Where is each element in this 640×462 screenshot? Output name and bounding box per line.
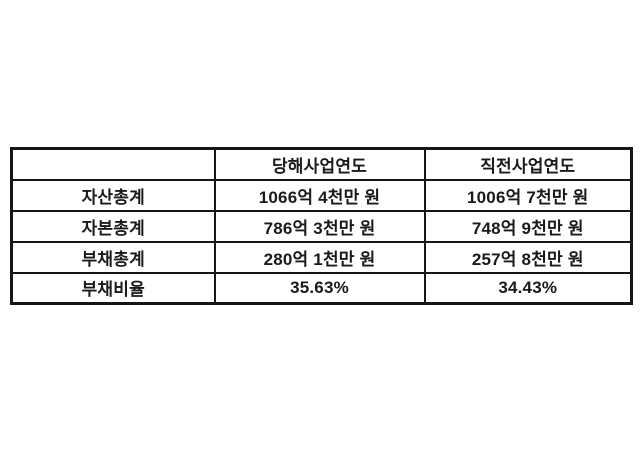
row-label: 자산총계 [10,178,216,212]
row-label: 자본총계 [10,209,216,243]
row-label: 부채비율 [10,271,216,305]
financial-summary-table: 당해사업연도 직전사업연도 자산총계 1066억 4천만 원 1006억 7천만… [10,147,633,305]
previous-year-value: 34.43% [423,271,633,305]
header-cell-empty [10,147,216,181]
header-cell-previous-year: 직전사업연도 [423,147,633,181]
table-row-total-liabilities: 부채총계 280억 1천만 원 257억 8천만 원 [10,240,633,274]
current-year-value: 786억 3천만 원 [213,209,426,243]
previous-year-value: 1006억 7천만 원 [423,178,633,212]
previous-year-value: 257억 8천만 원 [423,240,633,274]
current-year-value: 35.63% [213,271,426,305]
row-label: 부채총계 [10,240,216,274]
current-year-value: 1066억 4천만 원 [213,178,426,212]
table-header-row: 당해사업연도 직전사업연도 [10,147,633,181]
header-cell-current-year: 당해사업연도 [213,147,426,181]
table-row-total-assets: 자산총계 1066억 4천만 원 1006억 7천만 원 [10,178,633,212]
current-year-value: 280억 1천만 원 [213,240,426,274]
previous-year-value: 748억 9천만 원 [423,209,633,243]
table-row-debt-ratio: 부채비율 35.63% 34.43% [10,271,633,305]
table-row-total-capital: 자본총계 786억 3천만 원 748억 9천만 원 [10,209,633,243]
